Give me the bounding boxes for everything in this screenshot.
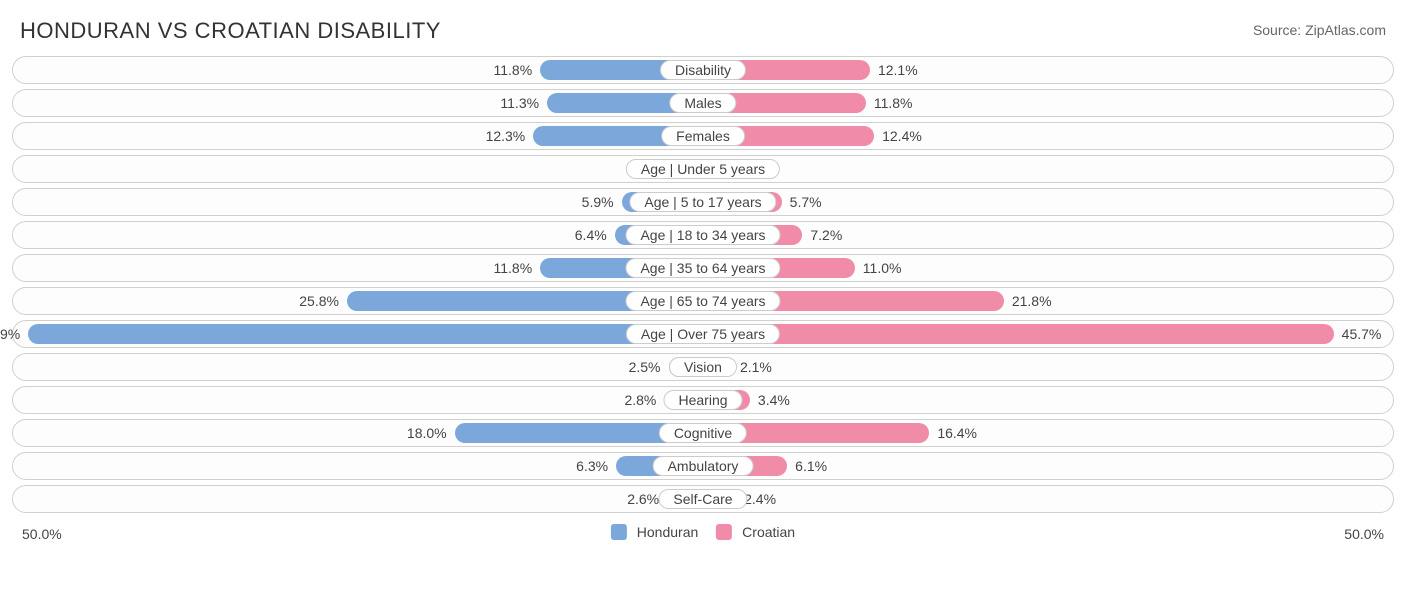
bar-value-left: 48.9% <box>0 321 20 347</box>
chart-row: 2.6% 2.4%Self-Care <box>12 485 1394 513</box>
chart-row: 11.8% 11.0% Age | 35 to 64 years <box>12 254 1394 282</box>
bar-value-right: 3.4% <box>758 387 790 413</box>
bar-value-right: 11.8% <box>874 90 913 116</box>
chart-row: 2.5% 2.1%Vision <box>12 353 1394 381</box>
chart-row: 11.3% 11.8% Males <box>12 89 1394 117</box>
category-label: Age | 35 to 64 years <box>625 258 780 278</box>
bar-value-left: 11.8% <box>494 255 533 281</box>
bar-value-right: 16.4% <box>937 420 977 446</box>
axis-max-right: 50.0% <box>1344 526 1384 542</box>
category-label: Males <box>669 93 736 113</box>
bar-value-left: 2.5% <box>629 354 661 380</box>
bar-value-right: 21.8% <box>1012 288 1052 314</box>
category-label: Age | Over 75 years <box>626 324 780 344</box>
bar-value-left: 11.8% <box>494 57 533 83</box>
bar-value-right: 2.4% <box>744 486 776 512</box>
chart-row: 2.8% 3.4% Hearing <box>12 386 1394 414</box>
bar-value-left: 11.3% <box>500 90 539 116</box>
category-label: Females <box>661 126 745 146</box>
bar-value-left: 6.3% <box>576 453 608 479</box>
bar-value-right: 6.1% <box>795 453 827 479</box>
bar-value-right: 11.0% <box>863 255 902 281</box>
chart-row: 25.8% 21.8% Age | 65 to 74 years <box>12 287 1394 315</box>
bar-value-right: 7.2% <box>810 222 842 248</box>
legend-item-left: Honduran <box>611 524 698 540</box>
bar-value-right: 45.7% <box>1342 321 1382 347</box>
bar-value-right: 5.7% <box>790 189 822 215</box>
bar-value-left: 12.3% <box>486 123 526 149</box>
legend-item-right: Croatian <box>716 524 795 540</box>
chart-header: HONDURAN VS CROATIAN DISABILITY Source: … <box>0 0 1406 52</box>
chart-row: 5.9% 5.7% Age | 5 to 17 years <box>12 188 1394 216</box>
category-label: Age | 18 to 34 years <box>625 225 780 245</box>
bar-value-left: 18.0% <box>407 420 447 446</box>
legend-swatch-right <box>716 524 732 540</box>
chart-title: HONDURAN VS CROATIAN DISABILITY <box>20 18 441 44</box>
category-label: Age | Under 5 years <box>626 159 780 179</box>
chart-row: 6.3% 6.1% Ambulatory <box>12 452 1394 480</box>
chart-body: 11.8% 12.1% Disability 11.3% 11.8% Males 12.3%… <box>0 52 1406 524</box>
category-label: Vision <box>669 357 737 377</box>
chart-footer: 50.0% Honduran Croatian 50.0% <box>0 524 1406 550</box>
category-label: Ambulatory <box>653 456 754 476</box>
bar-value-left: 6.4% <box>575 222 607 248</box>
legend-swatch-left <box>611 524 627 540</box>
bar-value-right: 12.4% <box>882 123 922 149</box>
bar-left <box>28 324 703 344</box>
chart-legend: Honduran Croatian <box>611 524 795 540</box>
category-label: Disability <box>660 60 746 80</box>
bar-value-left: 2.8% <box>624 387 656 413</box>
bar-right <box>703 324 1334 344</box>
bar-value-left: 5.9% <box>582 189 614 215</box>
category-label: Age | 65 to 74 years <box>625 291 780 311</box>
chart-row: 18.0% 16.4% Cognitive <box>12 419 1394 447</box>
category-label: Cognitive <box>659 423 747 443</box>
legend-label-left: Honduran <box>637 524 699 540</box>
chart-row: 11.8% 12.1% Disability <box>12 56 1394 84</box>
bar-value-left: 25.8% <box>299 288 339 314</box>
axis-max-left: 50.0% <box>22 526 62 542</box>
bar-value-right: 12.1% <box>878 57 918 83</box>
legend-label-right: Croatian <box>742 524 795 540</box>
bar-value-left: 2.6% <box>627 486 659 512</box>
chart-row: 12.3% 12.4% Females <box>12 122 1394 150</box>
bar-value-right: 2.1% <box>740 354 772 380</box>
chart-row: 6.4% 7.2% Age | 18 to 34 years <box>12 221 1394 249</box>
chart-source: Source: ZipAtlas.com <box>1253 18 1386 38</box>
category-label: Hearing <box>663 390 742 410</box>
chart-row: 48.9%45.7%Age | Over 75 years <box>12 320 1394 348</box>
chart-row: 1.2%1.5%Age | Under 5 years <box>12 155 1394 183</box>
category-label: Age | 5 to 17 years <box>629 192 776 212</box>
category-label: Self-Care <box>658 489 747 509</box>
